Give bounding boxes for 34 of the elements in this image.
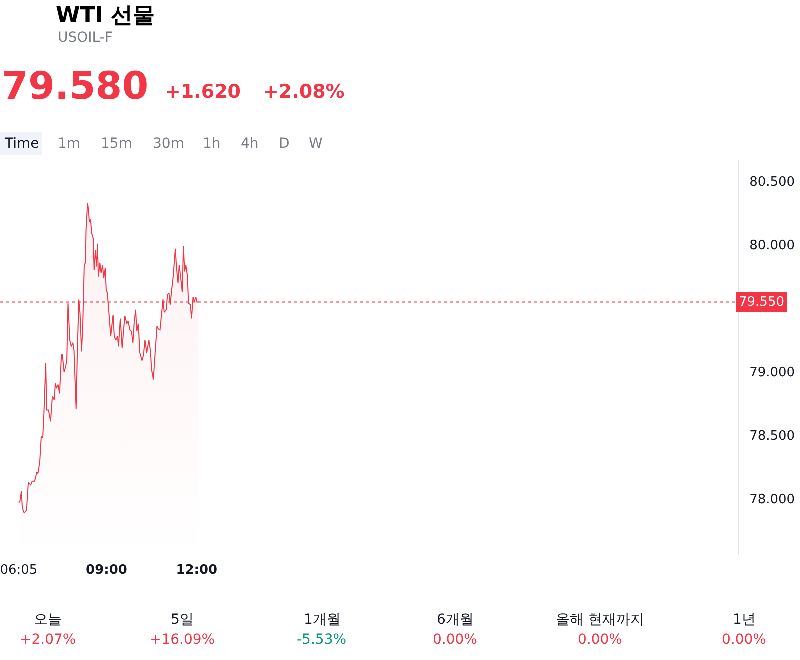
text: +2.08% [263, 81, 345, 103]
text: 1m [58, 136, 81, 152]
text: +2.07% [20, 632, 76, 648]
text: 1h [203, 136, 221, 152]
y-tick-label: 79.000 [750, 366, 796, 381]
text: 0.00% [578, 632, 622, 648]
x-tick-label: 09:00 [86, 563, 128, 578]
text: 30m [153, 136, 184, 152]
text: 79.580 [2, 64, 149, 108]
text: 0.00% [722, 632, 766, 648]
text: +1.620 [165, 81, 242, 103]
text: 6개월 [437, 612, 474, 628]
chart-title: WTI 선물 [56, 4, 156, 29]
text: 0.00% [433, 632, 478, 648]
text: Time [4, 136, 40, 152]
text: 4h [241, 136, 259, 152]
text: -5.53% [297, 632, 347, 648]
y-tick-label: 80.500 [750, 175, 796, 190]
x-tick-label: 12:00 [176, 563, 218, 578]
text: 15m [101, 136, 132, 152]
text: 오늘 [34, 612, 62, 628]
y-tick-label: 80.000 [750, 238, 796, 254]
text: +16.09% [150, 632, 216, 648]
text: 올해 현재까지 [556, 612, 644, 628]
text: 1년 [733, 612, 756, 628]
chart-subtitle: USOIL-F [58, 30, 113, 46]
text: D [279, 136, 290, 152]
text: 1개월 [304, 612, 341, 628]
y-tick-label: 78.500 [750, 429, 796, 444]
x-tick-label: 06:05 [0, 563, 38, 578]
text: 5일 [171, 612, 194, 628]
y-tick-label: 78.000 [750, 492, 796, 508]
text: W [309, 136, 323, 152]
ref-line-label: 79.550 [739, 295, 784, 310]
